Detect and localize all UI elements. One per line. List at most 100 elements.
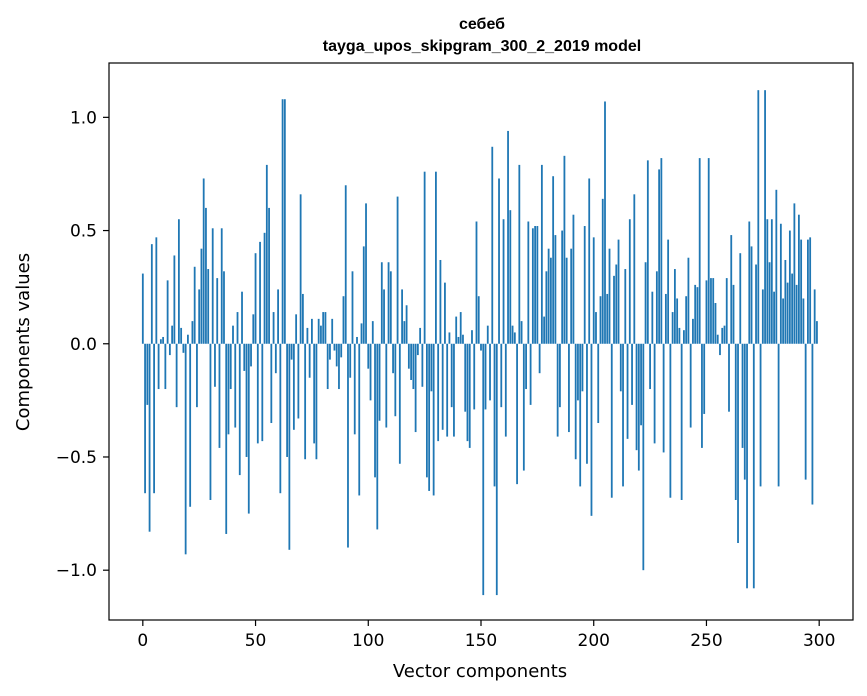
bar-297 — [811, 343, 814, 505]
bar-217 — [631, 343, 633, 405]
bar-211 — [617, 239, 620, 344]
bar-186 — [561, 230, 564, 344]
x-tick-label-200: 200 — [578, 631, 610, 651]
bar-50 — [254, 253, 257, 344]
bar-49 — [252, 314, 255, 344]
bar-73 — [306, 327, 309, 344]
bar-254 — [714, 303, 717, 344]
bar-60 — [277, 289, 279, 344]
bar-281 — [775, 189, 778, 344]
bar-124 — [421, 343, 424, 387]
bar-136 — [448, 332, 451, 344]
y-tick-label--0.5: −0.5 — [56, 448, 97, 468]
bar-152 — [484, 343, 487, 410]
bar-45 — [243, 343, 246, 371]
bar-233 — [667, 239, 670, 344]
bar-65 — [288, 343, 291, 550]
bar-16 — [177, 219, 180, 344]
bar-28 — [205, 207, 207, 344]
bar-178 — [543, 316, 546, 344]
bar-150 — [480, 343, 482, 351]
bar-12 — [168, 343, 171, 356]
bar-76 — [313, 343, 316, 444]
bar-103 — [374, 343, 376, 478]
bar-127 — [428, 343, 431, 491]
x-tick-label-0: 0 — [137, 631, 148, 651]
bar-115 — [401, 289, 403, 344]
bar-46 — [245, 343, 248, 457]
bar-198 — [588, 178, 591, 344]
bar-146 — [471, 330, 473, 344]
bar-120 — [412, 343, 415, 390]
bar-298 — [813, 289, 816, 344]
bar-180 — [547, 248, 550, 344]
bar-33 — [216, 278, 219, 344]
bar-64 — [286, 343, 289, 457]
bar-263 — [734, 343, 737, 500]
bar-253 — [712, 278, 715, 344]
bar-142 — [462, 334, 464, 344]
bar-227 — [653, 343, 656, 444]
bar-249 — [703, 343, 706, 414]
bar-62 — [281, 99, 284, 344]
bar-116 — [403, 321, 406, 344]
bar-277 — [766, 219, 769, 344]
bar-257 — [721, 327, 724, 344]
bar-135 — [446, 343, 449, 437]
bar-81 — [324, 312, 327, 344]
bar-78 — [317, 318, 320, 344]
bar-248 — [701, 343, 703, 448]
bar-240 — [683, 330, 685, 344]
bar-177 — [540, 164, 543, 344]
bar-201 — [595, 312, 597, 344]
bar-212 — [619, 343, 622, 392]
bar-230 — [660, 158, 663, 344]
bar-21 — [189, 343, 192, 507]
bar-97 — [360, 323, 363, 344]
bar-107 — [383, 289, 385, 344]
bar-22 — [191, 321, 194, 344]
bar-192 — [574, 343, 577, 460]
bar-169 — [522, 343, 525, 471]
bar-75 — [311, 318, 313, 344]
bar-272 — [755, 264, 757, 344]
bar-15 — [175, 343, 178, 408]
bar-117 — [405, 305, 408, 344]
bar-243 — [689, 343, 692, 428]
bar-221 — [640, 343, 642, 426]
bar-121 — [414, 343, 417, 433]
bar-38 — [227, 343, 230, 435]
bar-13 — [171, 325, 174, 344]
bar-160 — [502, 219, 505, 344]
bar-195 — [581, 343, 584, 392]
plot-frame — [108, 62, 854, 621]
bar-149 — [477, 296, 480, 344]
bar-55 — [265, 164, 268, 344]
bar-267 — [743, 343, 746, 480]
chart-subtitle: tayga_upos_skipgram_300_2_2019 model — [323, 38, 641, 55]
bar-181 — [549, 257, 552, 344]
bar-174 — [534, 226, 537, 344]
bar-61 — [279, 343, 282, 494]
bar-156 — [493, 343, 496, 487]
bar-108 — [385, 343, 388, 428]
bar-139 — [455, 316, 458, 344]
bar-82 — [326, 343, 329, 390]
bar-255 — [716, 334, 719, 344]
bar-247 — [698, 158, 701, 344]
bar-39 — [229, 343, 232, 390]
bar-140 — [457, 336, 460, 344]
bar-153 — [486, 325, 489, 344]
bar-24 — [196, 343, 198, 408]
bar-196 — [583, 226, 586, 344]
bar-102 — [371, 321, 374, 344]
bar-132 — [439, 259, 442, 344]
bar-155 — [491, 146, 494, 344]
x-tick-label-250: 250 — [690, 631, 722, 651]
bar-258 — [723, 325, 726, 344]
bar-96 — [358, 343, 361, 496]
bar-164 — [511, 325, 514, 344]
bar-282 — [777, 343, 780, 487]
bar-231 — [662, 343, 665, 453]
